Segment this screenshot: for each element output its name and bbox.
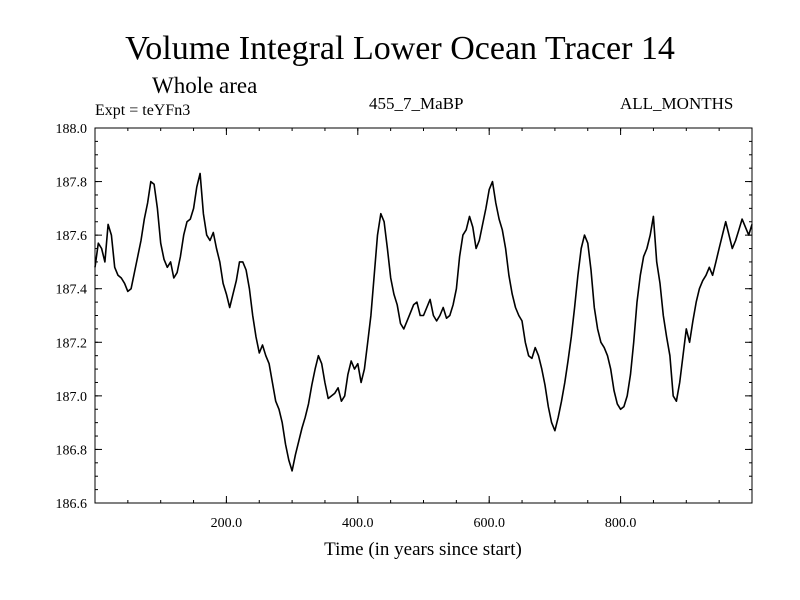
y-tick-label: 186.6 bbox=[56, 497, 88, 512]
y-tick-label: 188.0 bbox=[56, 122, 88, 137]
subtitle: Whole area bbox=[152, 73, 258, 98]
y-tick-label: 187.0 bbox=[56, 390, 88, 405]
series-line bbox=[94, 172, 753, 472]
experiment-label: Expt = teYFn3 bbox=[95, 102, 191, 119]
y-tick-label: 187.8 bbox=[56, 176, 88, 191]
x-tick-label: 400.0 bbox=[342, 516, 374, 531]
page-title: Volume Integral Lower Ocean Tracer 14 bbox=[125, 30, 675, 67]
months-label: ALL_MONTHS bbox=[620, 94, 734, 113]
run-label: 455_7_MaBP bbox=[369, 94, 464, 113]
y-tick-label: 187.2 bbox=[56, 336, 88, 351]
x-axis-label: Time (in years since start) bbox=[324, 539, 522, 560]
y-tick-label: 186.8 bbox=[56, 443, 88, 458]
x-tick-label: 800.0 bbox=[605, 516, 637, 531]
y-tick-label: 187.4 bbox=[56, 283, 88, 298]
x-tick-label: 600.0 bbox=[473, 516, 505, 531]
x-tick-label: 200.0 bbox=[211, 516, 243, 531]
y-tick-label: 187.6 bbox=[56, 229, 88, 244]
